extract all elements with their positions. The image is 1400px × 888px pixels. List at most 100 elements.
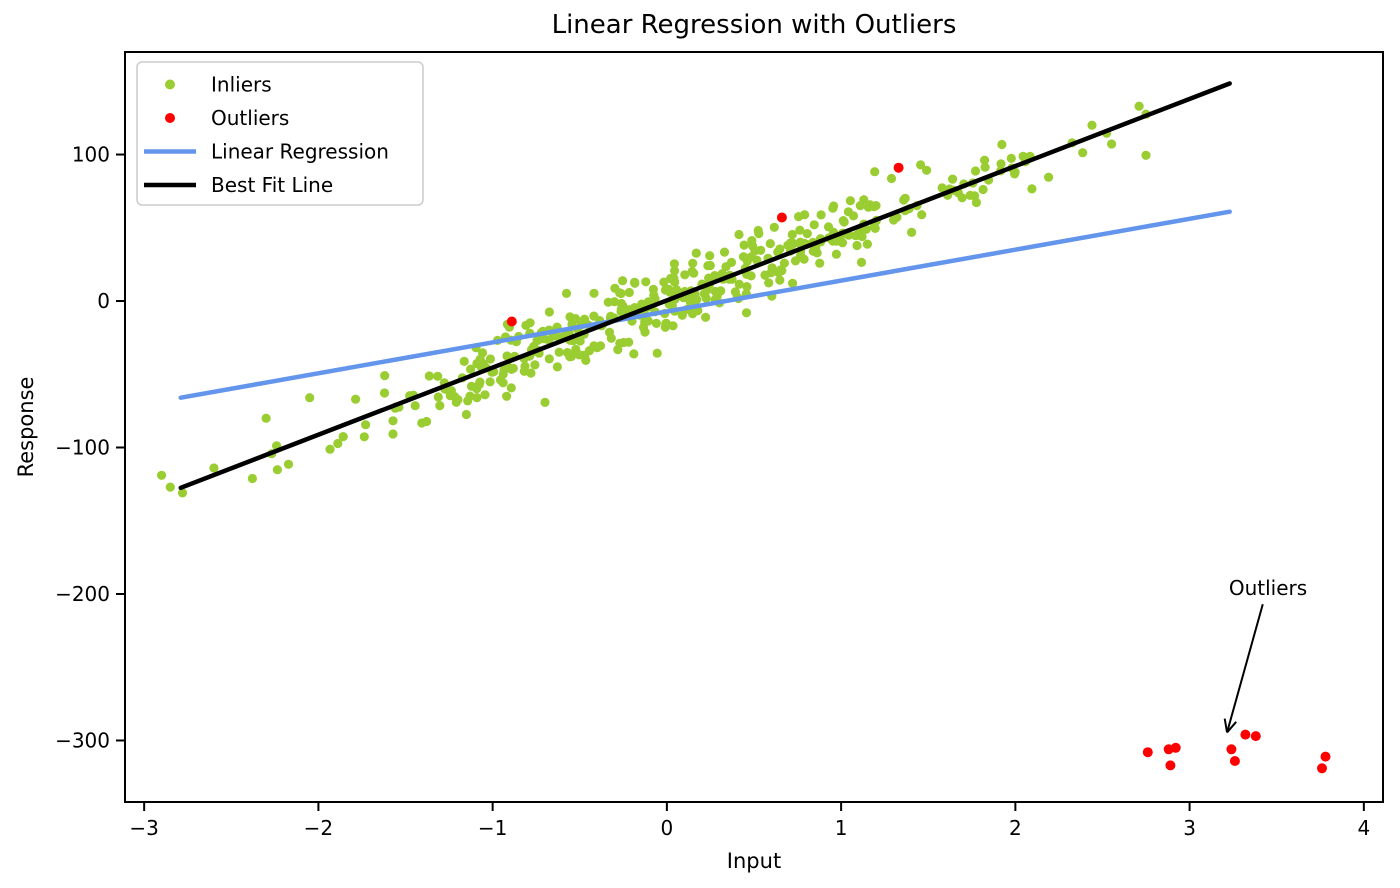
inlier-point	[461, 409, 471, 420]
inlier-point	[570, 348, 581, 358]
legend-inliers-label: Inliers	[211, 73, 272, 97]
inlier-point	[802, 229, 812, 239]
inlier-point	[435, 401, 445, 411]
inlier-point	[422, 416, 432, 427]
y-axis-ticks: 100 0 −100 −200 −300	[55, 143, 125, 752]
inlier-point	[685, 297, 695, 307]
inlier-point	[618, 276, 628, 286]
inlier-point	[525, 318, 535, 328]
x-tick-label: −2	[304, 816, 333, 840]
inlier-point	[1010, 169, 1020, 179]
inlier-point	[1027, 184, 1037, 194]
y-tick-label: −200	[55, 582, 110, 606]
outlier-point	[1170, 742, 1181, 753]
inlier-point	[922, 165, 932, 175]
inlier-point	[764, 278, 774, 288]
inlier-point	[688, 309, 698, 319]
inlier-point	[957, 193, 967, 203]
inlier-point	[533, 335, 543, 345]
inlier-point	[916, 160, 926, 170]
inlier-point	[856, 257, 867, 267]
inlier-point	[754, 229, 764, 239]
outlier-point	[506, 316, 517, 327]
inlier-point	[568, 316, 578, 326]
x-tick-label: 4	[1357, 816, 1370, 840]
inlier-point	[410, 401, 420, 411]
inlier-point	[630, 277, 640, 287]
inlier-point	[965, 190, 975, 200]
legend-outliers-marker-icon	[165, 113, 175, 123]
inlier-point	[704, 273, 714, 283]
inlier-point	[247, 473, 257, 484]
inlier-point	[719, 247, 730, 257]
inlier-point	[775, 275, 785, 285]
outlier-point	[1250, 731, 1261, 742]
inlier-point	[643, 297, 654, 307]
inlier-point	[660, 285, 671, 295]
inlier-point	[750, 246, 760, 256]
inlier-point	[773, 247, 783, 257]
inlier-point	[361, 420, 371, 430]
inlier-point	[463, 396, 473, 406]
inlier-point	[485, 377, 495, 387]
inlier-point	[305, 393, 315, 403]
inlier-point	[165, 482, 175, 492]
linear-regression-line	[178, 209, 1232, 400]
inlier-point	[816, 210, 826, 220]
inlier-point	[848, 211, 859, 221]
inlier-point	[157, 470, 167, 480]
inlier-point	[734, 229, 744, 240]
inlier-point	[839, 217, 849, 227]
inlier-point	[980, 162, 990, 172]
inlier-point	[1087, 120, 1097, 130]
inlier-point	[829, 201, 839, 211]
inlier-point	[615, 288, 625, 298]
inlier-point	[746, 271, 756, 281]
outlier-point	[893, 162, 904, 173]
outlier-point	[776, 212, 787, 223]
inlier-point	[862, 239, 873, 249]
inlier-point	[705, 251, 715, 261]
inlier-point	[480, 390, 490, 400]
inlier-point	[980, 155, 990, 165]
annotation-arrow-head	[1226, 721, 1237, 734]
inlier-point	[765, 239, 775, 249]
inlier-point	[741, 308, 752, 318]
inlier-point	[1018, 151, 1028, 161]
inlier-point	[660, 322, 670, 332]
outlier-point	[1165, 760, 1176, 771]
inlier-point	[589, 288, 599, 298]
inlier-point	[606, 333, 616, 343]
inlier-point	[699, 289, 709, 299]
inlier-point	[855, 201, 865, 211]
inlier-point	[889, 215, 899, 225]
inlier-point	[444, 386, 454, 396]
inlier-point	[472, 393, 482, 403]
inlier-point	[640, 327, 650, 337]
inlier-point	[595, 341, 606, 351]
inlier-point	[652, 348, 662, 358]
inlier-point	[477, 348, 488, 358]
inlier-point	[485, 354, 495, 364]
inlier-point	[261, 413, 271, 423]
inlier-point	[502, 351, 512, 361]
inlier-point	[579, 350, 589, 360]
inlier-point	[776, 265, 786, 275]
annotation-arrow-icon	[1223, 603, 1264, 734]
inlier-point	[508, 363, 518, 373]
inlier-point	[540, 397, 550, 407]
inlier-point	[701, 312, 711, 322]
inlier-point	[424, 371, 434, 381]
outlier-point	[1226, 744, 1237, 755]
inlier-point	[710, 286, 721, 297]
inlier-point	[669, 259, 680, 269]
inlier-point	[799, 254, 809, 264]
inlier-point	[474, 380, 484, 390]
legend-bestfit-label: Best Fit Line	[211, 173, 333, 197]
x-tick-label: 2	[1009, 816, 1022, 840]
x-tick-label: 1	[835, 816, 848, 840]
x-tick-label: 0	[661, 816, 674, 840]
outliers-annotation: Outliers	[1223, 576, 1307, 734]
